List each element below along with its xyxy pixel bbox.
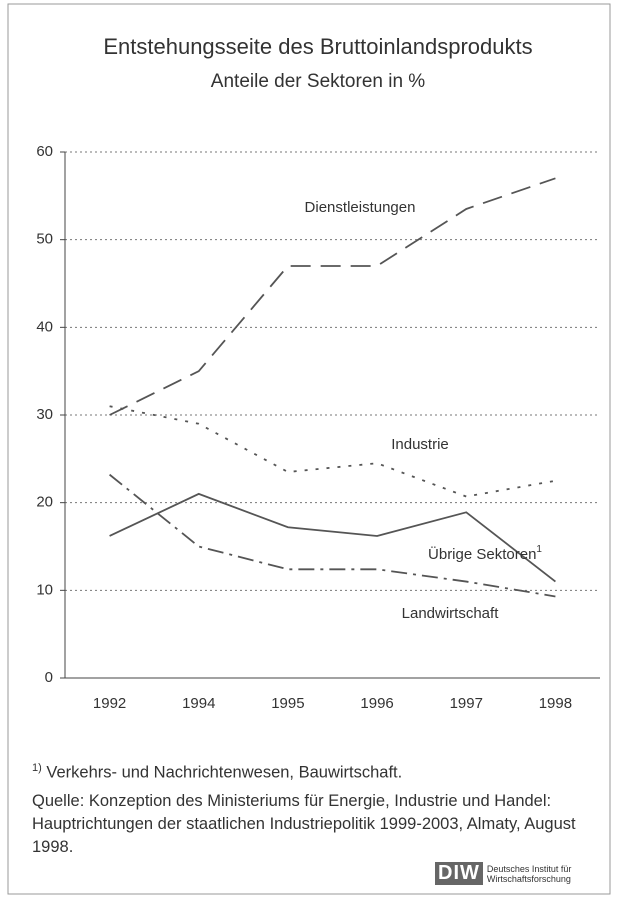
series-name: Dienstleistungen [305, 199, 416, 216]
source: Quelle: Konzeption des Ministeriums für … [32, 792, 576, 856]
y-tick-label: 30 [36, 406, 53, 423]
chart-subtitle: Anteile der Sektoren in % [211, 71, 426, 92]
y-tick-label: 0 [45, 669, 53, 686]
series-label: Übrige Sektoren1 [428, 544, 542, 563]
footnote-mark: 1 [536, 544, 542, 555]
logo: DIW Deutsches Institut für Wirtschaftsfor… [435, 862, 571, 885]
frame [7, 3, 611, 895]
series-label: Dienstleistungen [305, 199, 416, 216]
y-tick-label: 40 [36, 318, 53, 335]
series-label: Industrie [391, 436, 449, 453]
series-name: Übrige Sektoren [428, 545, 536, 563]
logo-line: Wirtschaftsforschung [486, 873, 571, 884]
logo-line: Deutsches Institut für [486, 863, 572, 874]
series-name: Landwirtschaft [402, 605, 500, 622]
series-name: Industrie [391, 436, 449, 453]
series-line [109, 405, 556, 498]
series-label: Landwirtschaft [402, 605, 500, 622]
series-line [109, 177, 556, 416]
x-tick-label: 1996 [360, 695, 393, 712]
x-tick-label: 1994 [182, 695, 215, 712]
x-tick-label: 1997 [450, 695, 483, 712]
x-tick-label: 1995 [271, 695, 304, 712]
footnote-text: Verkehrs- und Nachrichtenwesen, Bauwirts… [46, 763, 403, 782]
logo-short: DIW [435, 862, 483, 885]
y-tick-label: 20 [36, 494, 53, 511]
y-tick-label: 10 [36, 581, 53, 598]
chart-title: Entstehungsseite des Bruttoinlandsproduk… [103, 34, 532, 59]
series-line [109, 492, 556, 583]
y-tick-label: 60 [36, 143, 53, 160]
series-line [109, 473, 556, 598]
y-tick-label: 50 [36, 231, 53, 248]
x-tick-label: 1992 [93, 695, 126, 712]
footnote: 1) Verkehrs- und Nachrichtenwesen, Bauwi… [32, 757, 607, 785]
logo-text: Deutsches Institut für Wirtschaftsforschu… [487, 864, 572, 884]
x-tick-label: 1998 [539, 695, 572, 712]
footnote-mark: 1) [32, 762, 42, 774]
